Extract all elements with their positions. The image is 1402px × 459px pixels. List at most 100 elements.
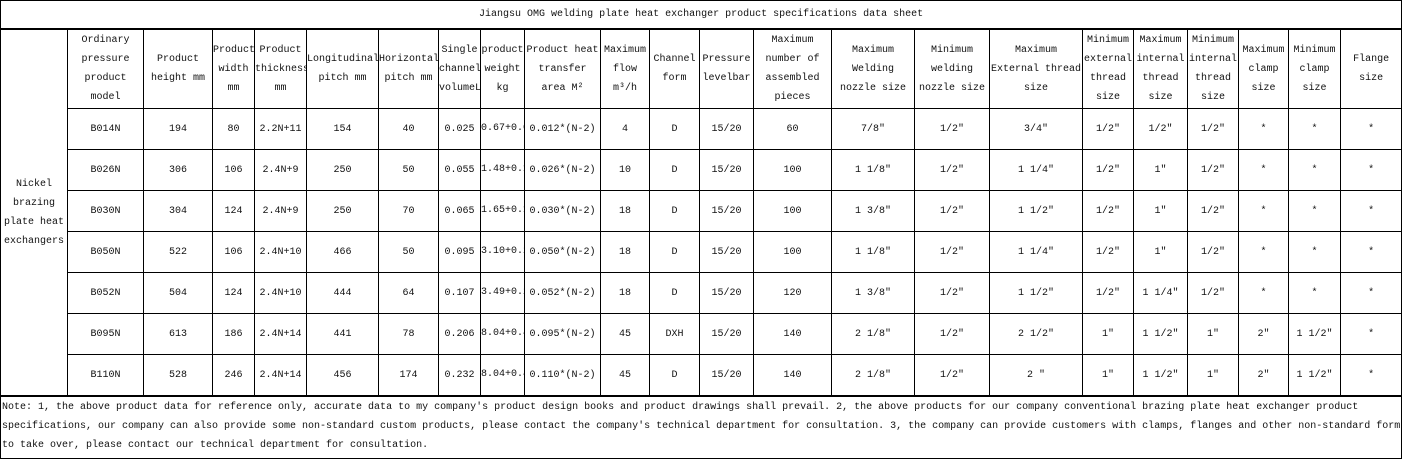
data-cell: 8.04+0.48*N bbox=[480, 354, 525, 397]
table-row: B014N194802.2N+11154400.0250.67+0.05*N0.… bbox=[1, 108, 1402, 150]
data-cell: * bbox=[1288, 272, 1341, 314]
data-cell: 0.030*(N-2) bbox=[524, 190, 601, 232]
data-cell: 70 bbox=[378, 190, 439, 232]
data-cell: 2 1/2″ bbox=[989, 313, 1083, 355]
data-cell: 250 bbox=[306, 149, 379, 191]
data-cell: 504 bbox=[143, 272, 213, 314]
data-cell: D bbox=[649, 354, 700, 397]
data-cell: 45 bbox=[600, 313, 650, 355]
data-cell: * bbox=[1288, 108, 1341, 150]
data-cell: D bbox=[649, 272, 700, 314]
column-header: Maximum clamp size bbox=[1238, 28, 1289, 109]
data-cell: 1/2″ bbox=[1082, 190, 1134, 232]
column-header: product weight kg bbox=[480, 28, 525, 109]
column-header: Product heat transfer area M² bbox=[524, 28, 601, 109]
model-cell: B052N bbox=[67, 272, 144, 314]
data-cell: 1″ bbox=[1082, 354, 1134, 397]
data-cell: * bbox=[1238, 190, 1289, 232]
data-cell: 444 bbox=[306, 272, 379, 314]
data-cell: 3.10+0.22*N bbox=[480, 231, 525, 273]
data-cell: 1 1/4″ bbox=[989, 231, 1083, 273]
column-header: Pressure levelbar bbox=[699, 28, 754, 109]
data-cell: 1 1/2″ bbox=[1133, 313, 1188, 355]
footnote: Note: 1, the above product data for refe… bbox=[0, 395, 1402, 459]
data-cell: 0.026*(N-2) bbox=[524, 149, 601, 191]
data-cell: 2″ bbox=[1238, 313, 1289, 355]
data-cell: * bbox=[1288, 149, 1341, 191]
table-row: B030N3041242.4N+9250700.0651.65+0.13*N0.… bbox=[1, 190, 1402, 232]
data-cell: 0.206 bbox=[438, 313, 481, 355]
data-cell: 0.025 bbox=[438, 108, 481, 150]
sheet-title-text: Jiangsu OMG welding plate heat exchanger… bbox=[479, 9, 924, 20]
data-cell: 2.4N+9 bbox=[254, 149, 307, 191]
model-cell: B095N bbox=[67, 313, 144, 355]
column-header: Product thickness mm bbox=[254, 28, 307, 109]
column-header: Maximum internal thread size bbox=[1133, 28, 1188, 109]
data-cell: * bbox=[1238, 272, 1289, 314]
data-cell: * bbox=[1339, 231, 1402, 273]
sheet-title: Jiangsu OMG welding plate heat exchanger… bbox=[0, 0, 1402, 30]
data-cell: 154 bbox=[306, 108, 379, 150]
data-cell: 2 1/8″ bbox=[831, 313, 915, 355]
data-cell: 0.110*(N-2) bbox=[524, 354, 601, 397]
data-cell: 78 bbox=[378, 313, 439, 355]
data-cell: 0.107 bbox=[438, 272, 481, 314]
data-cell: 1.48+0.12*N bbox=[480, 149, 525, 191]
data-cell: 1 1/4″ bbox=[989, 149, 1083, 191]
data-cell: 15/20 bbox=[699, 149, 754, 191]
data-cell: 1/2″ bbox=[914, 272, 990, 314]
data-cell: 1/2″ bbox=[1082, 149, 1134, 191]
data-cell: 106 bbox=[212, 149, 255, 191]
data-cell: 100 bbox=[753, 231, 832, 273]
data-cell: 1 1/2″ bbox=[989, 190, 1083, 232]
data-cell: 456 bbox=[306, 354, 379, 397]
data-cell: 1/2″ bbox=[914, 354, 990, 397]
column-header: Horizontal pitch mm bbox=[378, 28, 439, 109]
data-cell: 1/2″ bbox=[1133, 108, 1188, 150]
data-cell: 1/2″ bbox=[914, 231, 990, 273]
data-cell: 466 bbox=[306, 231, 379, 273]
column-header: Minimum external thread size bbox=[1082, 28, 1134, 109]
data-cell: 106 bbox=[212, 231, 255, 273]
data-cell: 140 bbox=[753, 354, 832, 397]
data-cell: 18 bbox=[600, 272, 650, 314]
data-cell: * bbox=[1288, 231, 1341, 273]
data-cell: 174 bbox=[378, 354, 439, 397]
data-cell: 522 bbox=[143, 231, 213, 273]
column-header: Maximum flow m³/h bbox=[600, 28, 650, 109]
data-cell: 194 bbox=[143, 108, 213, 150]
data-cell: 250 bbox=[306, 190, 379, 232]
data-cell: 120 bbox=[753, 272, 832, 314]
data-cell: 1/2″ bbox=[1187, 272, 1239, 314]
data-cell: 64 bbox=[378, 272, 439, 314]
data-cell: 0.095 bbox=[438, 231, 481, 273]
data-cell: 18 bbox=[600, 190, 650, 232]
data-cell: * bbox=[1339, 190, 1402, 232]
data-cell: 0.055 bbox=[438, 149, 481, 191]
data-cell: 1/2″ bbox=[1187, 190, 1239, 232]
data-cell: 2.2N+11 bbox=[254, 108, 307, 150]
column-header: Product width mm bbox=[212, 28, 255, 109]
data-cell: 7/8″ bbox=[831, 108, 915, 150]
data-cell: * bbox=[1339, 354, 1402, 397]
data-cell: 100 bbox=[753, 190, 832, 232]
data-cell: D bbox=[649, 149, 700, 191]
data-cell: 15/20 bbox=[699, 354, 754, 397]
data-cell: 0.065 bbox=[438, 190, 481, 232]
data-cell: * bbox=[1339, 149, 1402, 191]
column-header: Maximum Welding nozzle size bbox=[831, 28, 915, 109]
data-cell: 2.4N+14 bbox=[254, 313, 307, 355]
data-cell: 3.49+0.24*N bbox=[480, 272, 525, 314]
data-cell: 186 bbox=[212, 313, 255, 355]
table-row: B095N6131862.4N+14441780.2068.04+0.40*N0… bbox=[1, 313, 1402, 355]
model-cell: B026N bbox=[67, 149, 144, 191]
data-cell: 8.04+0.40*N bbox=[480, 313, 525, 355]
data-cell: D bbox=[649, 108, 700, 150]
data-cell: 2.4N+10 bbox=[254, 272, 307, 314]
data-cell: 1/2″ bbox=[1082, 108, 1134, 150]
data-cell: DXH bbox=[649, 313, 700, 355]
data-cell: 306 bbox=[143, 149, 213, 191]
column-header: Ordinary pressure product model bbox=[67, 28, 144, 109]
data-cell: 441 bbox=[306, 313, 379, 355]
category-cell: Nickel brazing plate heat exchangers bbox=[0, 28, 68, 397]
